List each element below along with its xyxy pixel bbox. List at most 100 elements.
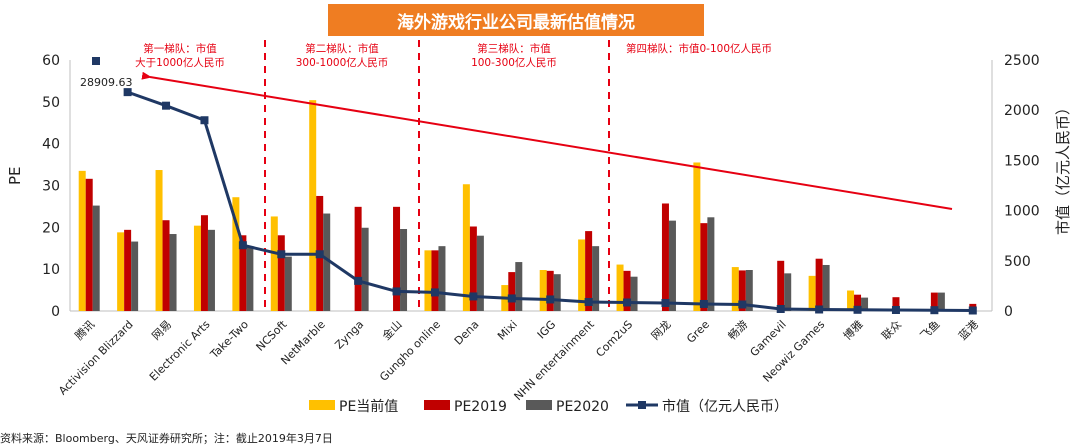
category-label: 飞鱼 [917, 317, 942, 342]
bar-pe2020 [92, 205, 100, 311]
category-label: 联众 [879, 318, 904, 343]
legend-label: 市值（亿元人民币） [662, 398, 788, 415]
bar-pe-current [78, 170, 86, 311]
bar-pe2019 [546, 270, 554, 311]
market-cap-marker [277, 250, 286, 259]
bar-pe2020 [323, 213, 331, 311]
bar-pe2020 [937, 292, 945, 311]
bar-pe2019 [585, 231, 593, 311]
bar-pe-current [693, 162, 701, 311]
bar-pe2019 [892, 297, 900, 311]
chart-title-banner: 海外游戏行业公司最新估值情况 [328, 4, 704, 36]
market-cap-marker [930, 306, 939, 315]
tier-label: 第二梯队：市值 [305, 42, 379, 55]
category-label: Activision Blizzard [56, 318, 136, 398]
right-axis-tick: 2500 [1004, 53, 1040, 69]
legend: PE当前值 PE2019 PE2020 市值（亿元人民币） [309, 398, 788, 415]
bar-pe2019 [162, 220, 170, 311]
legend-label: PE2020 [556, 399, 609, 415]
bar-pe2019 [200, 215, 208, 311]
market-cap-marker [392, 287, 401, 296]
market-cap-marker [430, 288, 439, 297]
bar-pe-current [193, 225, 201, 311]
category-label: 畅游 [725, 317, 750, 342]
right-axis-tick: 1000 [1004, 204, 1040, 220]
bar-pe2020 [515, 262, 523, 311]
left-axis-tick: 0 [51, 304, 60, 320]
category-label: 博雅 [840, 317, 865, 342]
legend-swatch [526, 400, 552, 410]
bar-pe2019 [508, 272, 516, 311]
bar-pe-current [462, 184, 470, 311]
market-cap-marker [815, 305, 824, 314]
left-axis-tick: 50 [42, 95, 60, 111]
market-cap-marker [238, 241, 247, 250]
bar-pe2020 [707, 217, 715, 311]
tier-label: 300-1000亿人民币 [296, 56, 389, 69]
market-cap-marker [584, 297, 593, 306]
market-cap-marker [354, 276, 363, 285]
right-axis-title: 市值（亿元人民币） [1054, 99, 1072, 235]
left-axis-tick: 10 [42, 262, 60, 278]
market-cap-marker [92, 57, 100, 65]
left-axis-tick: 20 [42, 220, 60, 236]
category-label: Dena [452, 318, 482, 348]
bar-pe2019 [239, 235, 247, 311]
bar-pe2020 [400, 229, 408, 311]
market-cap-marker [699, 299, 708, 308]
market-cap-marker [661, 298, 670, 307]
category-label: 腾讯 [72, 317, 97, 342]
tier-label: 第一梯队：市值 [143, 42, 217, 55]
category-label: 网龙 [649, 318, 674, 343]
bar-pe2019 [623, 270, 631, 311]
market-cap-marker [507, 294, 516, 303]
legend-label: PE2019 [454, 399, 507, 415]
bar-pe2019 [700, 223, 708, 311]
bar-pe-current [539, 270, 547, 311]
bar-pe2019 [777, 260, 785, 311]
bar-pe2020 [745, 270, 753, 311]
bar-pe2020 [553, 274, 561, 311]
category-label: NCSoft [254, 317, 290, 353]
category-label: Take-Two [207, 318, 251, 362]
bar-pe2020 [822, 264, 830, 311]
legend-swatch [309, 400, 335, 410]
tier-label: 第四梯队：市值0-100亿人民币 [626, 42, 772, 55]
bar-pe2020 [169, 234, 177, 311]
category-label: 蓝港 [956, 318, 981, 343]
bar-pe2019 [354, 206, 362, 311]
bar-pe2020 [476, 235, 484, 311]
bar-pe2019 [854, 294, 862, 311]
bar-pe-current [232, 197, 240, 311]
market-cap-data-label: 28909.63 [80, 76, 133, 89]
left-axis-tick: 30 [42, 179, 60, 195]
category-label: Zynga [332, 318, 366, 352]
bar-pe2019 [124, 229, 132, 311]
bar-pe2019 [469, 226, 477, 311]
bar-pe-current [309, 100, 317, 311]
bar-pe2020 [592, 246, 600, 311]
category-label: 金山 [379, 317, 404, 342]
market-cap-marker [891, 305, 900, 314]
bar-pe2020 [630, 276, 638, 311]
tier-label: 大于1000亿人民币 [135, 56, 225, 69]
chart-title: 海外游戏行业公司最新估值情况 [397, 12, 635, 33]
source-footnote: 资料来源：Bloomberg、天风证券研究所；注：截止2019年3月7日 [0, 432, 333, 445]
category-label: Gree [684, 318, 712, 346]
bar-pe2019 [393, 206, 401, 311]
right-axis-tick: 0 [1004, 304, 1013, 320]
bar-pe2020 [207, 229, 215, 311]
bar-pe2020 [784, 273, 792, 311]
tier-label: 第三梯队：市值 [477, 42, 551, 55]
market-cap-marker [968, 306, 977, 315]
bar-pe-current [731, 267, 739, 311]
market-cap-marker [853, 305, 862, 314]
legend-label: PE当前值 [339, 398, 398, 415]
bar-pe2019 [738, 270, 746, 311]
bar-pe2019 [815, 258, 823, 311]
right-axis-tick: 2000 [1004, 103, 1040, 119]
market-cap-marker [162, 101, 171, 110]
bar-pe2020 [361, 227, 369, 311]
bar-pe2020 [131, 241, 139, 311]
category-label: IGG [535, 318, 559, 342]
